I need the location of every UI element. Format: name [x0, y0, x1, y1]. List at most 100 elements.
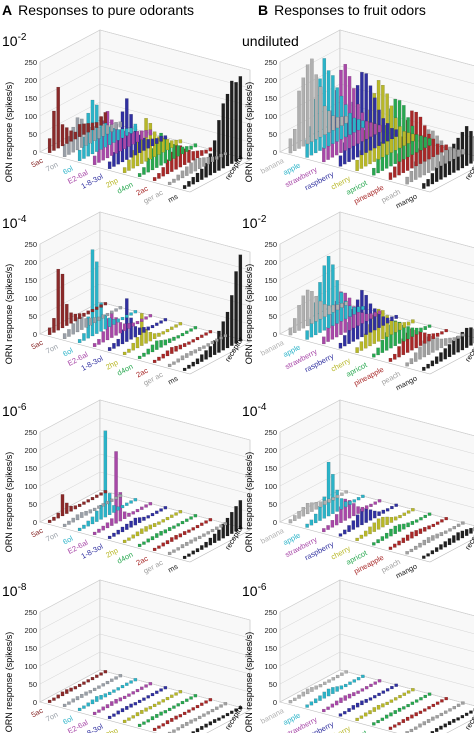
bar	[373, 97, 377, 149]
bar	[360, 700, 364, 706]
bar	[176, 145, 180, 157]
bar	[193, 537, 198, 542]
bar	[372, 167, 376, 176]
bar	[114, 122, 118, 130]
gridline	[279, 417, 474, 454]
bar	[234, 271, 238, 344]
gridline	[39, 47, 251, 89]
bar	[129, 703, 133, 708]
bar	[380, 339, 385, 353]
bar	[97, 316, 101, 321]
bar	[105, 124, 110, 135]
bar	[90, 122, 95, 131]
bar	[101, 683, 105, 687]
receptor-axis-label: receptor	[463, 523, 474, 552]
bar	[118, 306, 123, 310]
bar	[150, 536, 155, 541]
bar	[182, 148, 187, 166]
concentration-base: undiluted	[242, 33, 299, 49]
bar	[448, 708, 452, 712]
bar	[161, 723, 165, 727]
bar	[364, 698, 368, 703]
bar	[431, 138, 436, 158]
bar	[305, 704, 309, 708]
bar	[144, 130, 148, 138]
bar	[402, 523, 406, 530]
bar	[219, 704, 223, 708]
bar	[142, 137, 146, 151]
bar	[127, 693, 131, 697]
concentration-exponent: -2	[18, 32, 27, 43]
bar	[80, 512, 84, 518]
bar	[152, 547, 157, 552]
y-tick-label: 150	[264, 94, 277, 103]
bar	[200, 334, 204, 338]
bar	[297, 90, 301, 149]
bar	[397, 707, 402, 712]
y-tick-label: 200	[24, 258, 37, 267]
concentration-base: 10	[2, 403, 18, 419]
bar	[92, 711, 97, 716]
bar	[165, 696, 170, 701]
bar	[418, 331, 423, 346]
gridline	[279, 265, 474, 302]
bar	[105, 680, 110, 685]
bar	[165, 350, 170, 357]
bar	[223, 522, 228, 526]
bar	[305, 64, 310, 145]
bar	[101, 314, 105, 319]
bar	[343, 335, 347, 347]
bar	[318, 695, 322, 701]
gridline	[39, 211, 251, 253]
bar	[456, 335, 461, 339]
bar	[452, 706, 457, 710]
bar	[118, 697, 123, 702]
bar	[148, 682, 153, 686]
bar	[305, 523, 309, 528]
bar	[326, 70, 331, 147]
bar	[330, 703, 335, 708]
panel-a-letter: A	[2, 2, 13, 18]
bar	[338, 713, 343, 717]
concentration-base: 10	[2, 583, 18, 599]
bar	[405, 362, 409, 367]
bar	[92, 687, 97, 692]
bar	[127, 159, 131, 171]
bar	[122, 130, 127, 150]
bar	[293, 515, 297, 521]
bar	[427, 512, 432, 516]
bar	[131, 322, 135, 327]
bar	[62, 703, 67, 708]
y-tick-label: 0	[273, 148, 277, 157]
bar	[182, 531, 187, 536]
bar	[178, 139, 183, 144]
bar	[101, 503, 105, 507]
bar	[435, 337, 439, 351]
bar	[343, 501, 348, 508]
bar	[393, 710, 397, 715]
bar	[380, 717, 385, 721]
bar	[92, 343, 97, 348]
bar	[406, 321, 411, 326]
bar	[197, 157, 202, 170]
bar	[418, 346, 422, 360]
bar	[217, 529, 221, 541]
bar	[364, 73, 368, 153]
y-tick-label: 200	[264, 76, 277, 85]
bar	[110, 518, 114, 526]
bar	[431, 716, 435, 721]
bar	[69, 312, 73, 324]
bar	[373, 681, 377, 685]
bar	[56, 268, 60, 331]
bar	[409, 358, 414, 365]
bar	[135, 688, 140, 693]
bar	[422, 555, 426, 559]
bar	[230, 80, 234, 164]
bar	[97, 528, 101, 533]
y-tick-label: 250	[24, 240, 37, 249]
bar	[393, 166, 397, 178]
bar	[338, 155, 343, 167]
bar	[107, 347, 112, 352]
bar	[202, 345, 206, 349]
